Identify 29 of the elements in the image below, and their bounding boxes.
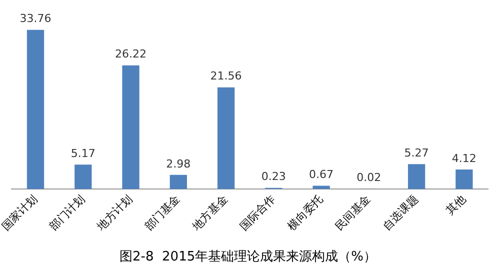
- data-label: 26.22: [115, 48, 147, 61]
- x-tick-label: 其他: [444, 192, 468, 218]
- bar: [456, 170, 473, 189]
- bar: [26, 30, 44, 189]
- x-tick-label: 部门计划: [46, 192, 88, 233]
- x-tick-label: 民间基金: [332, 192, 374, 233]
- bar: [408, 164, 426, 189]
- x-tick-label: 国家计划: [0, 192, 40, 233]
- data-label: 0.02: [356, 171, 382, 184]
- data-label: 4.12: [452, 152, 476, 165]
- bar: [170, 174, 187, 189]
- x-tick-label: 地方基金: [189, 192, 230, 234]
- bar: [122, 65, 140, 189]
- x-tick-label: 地方计划: [94, 192, 135, 234]
- bar: [312, 186, 330, 189]
- bar: [74, 164, 92, 189]
- x-tick-label: 国际合作: [238, 192, 278, 233]
- x-tick-label: 部门基金: [142, 192, 183, 233]
- bar: [217, 87, 235, 189]
- data-label: 2.98: [166, 157, 191, 170]
- x-tick-label: 横向委托: [285, 192, 326, 233]
- x-tick-label: 自选课题: [380, 192, 421, 233]
- data-label: 0.67: [309, 168, 334, 182]
- data-label: 5.27: [404, 146, 429, 160]
- data-label: 33.76: [20, 12, 52, 26]
- data-label: 21.56: [210, 70, 242, 83]
- text: 图2-8 2015年基础理论成果来源构成（%）: [120, 250, 376, 265]
- data-label: 5.17: [70, 146, 96, 160]
- data-label: 0.23: [261, 170, 286, 184]
